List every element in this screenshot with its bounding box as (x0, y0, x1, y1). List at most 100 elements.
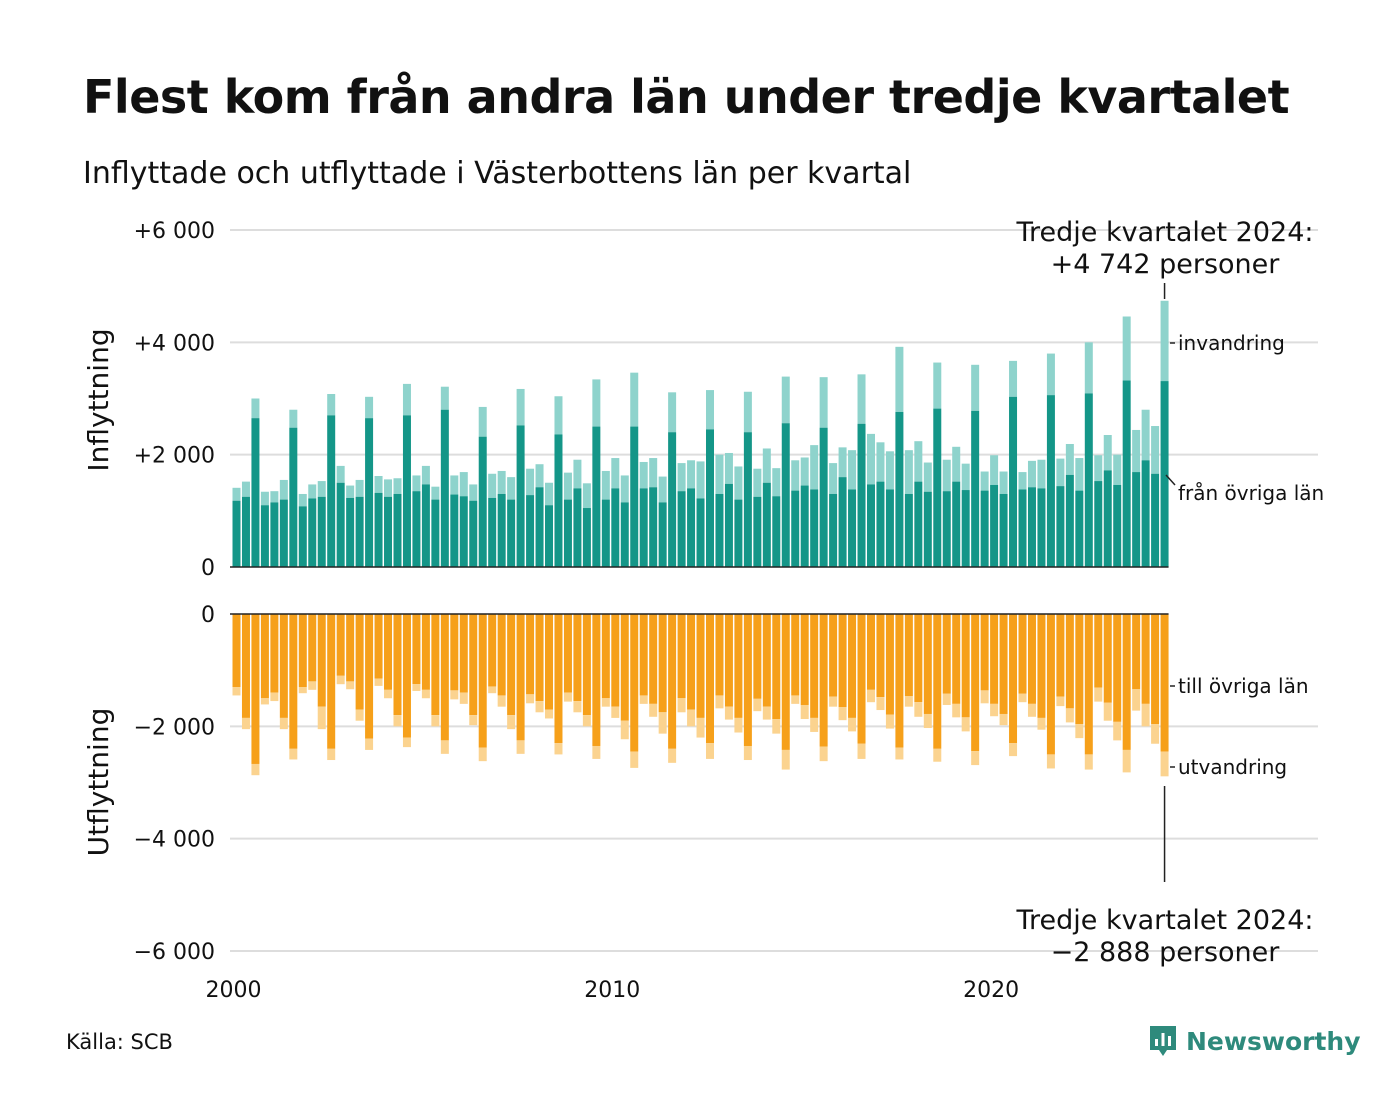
bar-out-emigration (658, 712, 667, 734)
bar-in-immigration (355, 479, 364, 497)
bar-out-domestic (724, 614, 733, 707)
bar-out-emigration (1084, 754, 1093, 770)
bar-in-domestic (715, 493, 724, 567)
bar-in-immigration (478, 406, 487, 437)
bar-in-domestic (819, 427, 828, 567)
bar-out-domestic (696, 614, 705, 718)
bar-in-immigration (393, 478, 402, 494)
bar-in-domestic (1046, 395, 1055, 567)
bar-in-immigration (876, 442, 885, 482)
bar-out-domestic (346, 614, 355, 682)
bar-in-domestic (1113, 484, 1122, 567)
bar-out-domestic (355, 614, 364, 710)
bar-out-domestic (573, 614, 582, 702)
bar-in-immigration (772, 468, 781, 497)
bar-in-immigration (990, 455, 999, 485)
bar-in-immigration (687, 460, 696, 489)
bar-in-domestic (838, 477, 847, 567)
bar-in-immigration (1141, 409, 1150, 461)
bar-out-domestic (885, 614, 894, 715)
bar-in-domestic (1075, 490, 1084, 567)
bar-out-emigration (421, 689, 430, 699)
bar-out-emigration (724, 706, 733, 720)
bar-out-domestic (507, 614, 516, 716)
bar-out-emigration (1122, 749, 1131, 773)
bar-out-emigration (810, 717, 819, 732)
bar-in-domestic (554, 434, 563, 567)
bar-out-domestic (971, 614, 980, 752)
bar-in-domestic (582, 508, 591, 567)
bar-out-domestic (687, 614, 696, 710)
bar-in-domestic (999, 493, 1008, 567)
bar-in-domestic (1027, 487, 1036, 567)
bar-in-immigration (526, 468, 535, 496)
bar-out-domestic (497, 614, 506, 696)
bar-out-emigration (639, 695, 648, 704)
bar-in-domestic (412, 491, 421, 567)
y-tick-label-top: 0 (201, 556, 215, 581)
bar-in-domestic (857, 423, 866, 567)
bar-out-emigration (904, 696, 913, 707)
bar-in-immigration (658, 476, 667, 503)
bar-in-domestic (393, 493, 402, 567)
bar-in-immigration (1009, 360, 1018, 397)
bar-in-immigration (251, 398, 260, 419)
bar-in-immigration (1065, 443, 1074, 475)
bar-out-emigration (298, 687, 307, 694)
bar-out-domestic (762, 614, 771, 707)
chart-subtitle: Inflyttade och utflyttade i Västerbotten… (83, 156, 912, 191)
newsworthy-logo-icon (1150, 1026, 1176, 1056)
newsworthy-logo: Newsworthy (1148, 1024, 1361, 1058)
bar-in-immigration (573, 459, 582, 489)
bar-out-emigration (885, 714, 894, 729)
bar-out-domestic (649, 614, 658, 704)
bar-out-domestic (743, 614, 752, 746)
bar-in-domestic (478, 436, 487, 567)
bar-out-domestic (270, 614, 279, 693)
bar-in-immigration (459, 472, 468, 497)
bar-out-domestic (800, 614, 809, 705)
bar-out-domestic (308, 614, 317, 682)
bar-in-domestic (724, 483, 733, 567)
bar-out-emigration (601, 698, 610, 707)
bar-out-domestic (601, 614, 610, 699)
bar-out-domestic (1103, 614, 1112, 703)
bar-out-emigration (1018, 693, 1027, 703)
bar-out-emigration (279, 717, 288, 730)
bar-in-immigration (649, 458, 658, 488)
bar-out-emigration (1103, 702, 1112, 721)
bar-in-immigration (724, 452, 733, 484)
bar-out-domestic (715, 614, 724, 696)
bar-in-immigration (1103, 435, 1112, 471)
bar-out-emigration (478, 747, 487, 762)
bar-out-domestic (980, 614, 989, 691)
bar-in-domestic (658, 502, 667, 567)
bar-out-emigration (923, 713, 932, 729)
bar-out-domestic (734, 614, 743, 718)
bar-out-emigration (952, 703, 961, 718)
source-text: Källa: SCB (66, 1030, 173, 1054)
bar-out-domestic (923, 614, 932, 714)
bar-out-emigration (393, 715, 402, 727)
bar-in-immigration (734, 466, 743, 500)
bar-in-domestic (327, 415, 336, 567)
bar-in-immigration (298, 493, 307, 507)
bar-in-domestic (990, 484, 999, 567)
logo-text: Newsworthy (1186, 1026, 1361, 1056)
bar-out-emigration (838, 707, 847, 721)
bar-out-domestic (289, 614, 298, 749)
bar-out-domestic (336, 614, 345, 676)
bar-out-emigration (459, 692, 468, 704)
bar-out-emigration (715, 695, 724, 709)
bar-in-domestic (516, 425, 525, 567)
bar-in-domestic (630, 426, 639, 567)
bar-in-immigration (1094, 455, 1103, 482)
bar-in-domestic (535, 487, 544, 567)
bar-in-domestic (1151, 473, 1160, 567)
bar-out-emigration (696, 717, 705, 738)
bar-in-domestic (952, 481, 961, 567)
bar-in-domestic (1132, 472, 1141, 567)
bar-out-emigration (336, 675, 345, 685)
bar-out-domestic (999, 614, 1008, 714)
bar-out-emigration (980, 690, 989, 704)
